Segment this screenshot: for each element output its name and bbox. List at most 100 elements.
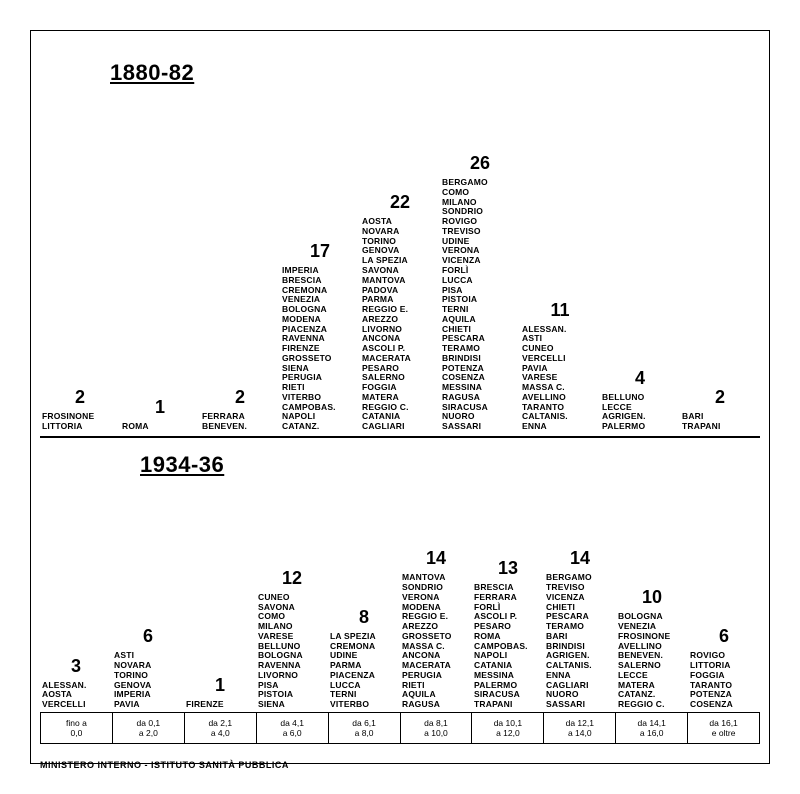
column-count: 1	[215, 675, 225, 696]
scale-cell: da 14,1a 16,0	[616, 713, 688, 743]
column-count: 12	[282, 568, 302, 589]
scale-line: da 4,1	[280, 718, 304, 728]
item-label: SASSARI	[546, 700, 592, 710]
column-items: FERRARABENEVEN.	[202, 412, 247, 432]
column: 1 FIRENZE	[184, 482, 256, 710]
scale-line: e oltre	[712, 728, 736, 738]
item-label: SASSARI	[442, 422, 488, 432]
item-label: VITERBO	[330, 700, 376, 710]
column: 17 IMPERIABRESCIACREMONAVENEZIABOLOGNAMOD…	[280, 38, 360, 432]
column-count: 8	[359, 607, 369, 628]
column: 2 BARITRAPANI	[680, 38, 760, 432]
column-items: BELLUNOLECCEAGRIGEN.PALERMO	[602, 393, 646, 432]
chart-frame: 1880-82 2FROSINONELITTORIA1ROMA2FERRARAB…	[0, 0, 800, 794]
column-items: ALESSAN.ASTICUNEOVERCELLIPAVIAVARESEMASS…	[522, 325, 568, 432]
period-title-bottom: 1934-36	[140, 452, 224, 478]
column-count: 3	[71, 656, 81, 677]
scale-line: da 2,1	[208, 718, 232, 728]
scale-line: 0,0	[71, 728, 83, 738]
scale-cell: da 16,1e oltre	[688, 713, 759, 743]
item-label: COSENZA	[690, 700, 733, 710]
column-count: 11	[550, 300, 569, 321]
scale-row: fino a0,0da 0,1a 2,0da 2,1a 4,0da 4,1a 6…	[40, 712, 760, 744]
scale-cell: da 6,1a 8,0	[329, 713, 401, 743]
item-label: PALERMO	[602, 422, 646, 432]
column: 14 MANTOVASONDRIOVERONAMODENAREGGIO E.ARE…	[400, 482, 472, 710]
scale-line: a 4,0	[211, 728, 230, 738]
column-items: ALESSAN.AOSTAVERCELLI	[42, 681, 87, 710]
column-count: 17	[310, 241, 330, 262]
column: 6ROVIGOLITTORIAFOGGIATARANTOPOTENZACOSEN…	[688, 482, 760, 710]
column-count: 13	[498, 558, 518, 579]
scale-line: a 2,0	[139, 728, 158, 738]
column: 13 BRESCIAFERRARAFORLÌASCOLI P.PESAROROMA…	[472, 482, 544, 710]
scale-cell: da 8,1a 10,0	[401, 713, 473, 743]
column-count: 1	[155, 397, 165, 418]
scale-line: da 16,1	[709, 718, 737, 728]
column-items: BOLOGNAVENEZIAFROSINONEAVELLINOBENEVEN.S…	[618, 612, 670, 710]
item-label: REGGIO C.	[618, 700, 670, 710]
item-label: TRAPANI	[682, 422, 721, 432]
item-label: FIRENZE	[186, 700, 224, 710]
scale-line: a 16,0	[640, 728, 664, 738]
column-count: 22	[390, 192, 410, 213]
column-items: IMPERIABRESCIACREMONAVENEZIABOLOGNAMODEN…	[282, 266, 336, 432]
scale-line: da 12,1	[566, 718, 594, 728]
column-count: 2	[235, 387, 245, 408]
column-count: 2	[715, 387, 725, 408]
item-label: ROMA	[122, 422, 149, 432]
item-label: CAGLIARI	[362, 422, 411, 432]
column-items: FIRENZE	[186, 700, 224, 710]
column-count: 2	[75, 387, 85, 408]
column-items: BRESCIAFERRARAFORLÌASCOLI P.PESAROROMACA…	[474, 583, 528, 710]
bottom-chart-area: 3 ALESSAN.AOSTAVERCELLI 6ASTINOVARATORINOG…	[40, 482, 760, 710]
column: 2 FROSINONELITTORIA	[40, 38, 120, 432]
column: 6ASTINOVARATORINOGENOVAIMPERIAPAVIA	[112, 482, 184, 710]
column-items: CUNEOSAVONACOMOMILANOVARESEBELLUNOBOLOGN…	[258, 593, 303, 710]
scale-cell: da 0,1a 2,0	[113, 713, 185, 743]
horizontal-divider	[40, 436, 760, 438]
column-items: FROSINONELITTORIA	[42, 412, 94, 432]
column-items: BERGAMOTREVISOVICENZACHIETIPESCARATERAMO…	[546, 573, 592, 710]
column: 8 LA SPEZIACREMONAUDINEPARMAPIACENZALUCCA…	[328, 482, 400, 710]
scale-cell: da 10,1a 12,0	[472, 713, 544, 743]
column-items: LA SPEZIACREMONAUDINEPARMAPIACENZALUCCAT…	[330, 632, 376, 710]
column: 2 FERRARABENEVEN.	[200, 38, 280, 432]
item-label: VERCELLI	[42, 700, 87, 710]
item-label: TRAPANI	[474, 700, 528, 710]
column-count: 10	[642, 587, 662, 608]
item-label: PAVIA	[114, 700, 151, 710]
column-items: ROVIGOLITTORIAFOGGIATARANTOPOTENZACOSENZ…	[690, 651, 733, 710]
scale-line: a 14,0	[568, 728, 592, 738]
column-items: BARITRAPANI	[682, 412, 721, 432]
column-count: 14	[426, 548, 446, 569]
item-label: BENEVEN.	[202, 422, 247, 432]
column: 22 AOSTANOVARATORINOGENOVALA SPEZIASAVONA…	[360, 38, 440, 432]
column-count: 6	[143, 626, 153, 647]
column-items: BERGAMOCOMOMILANOSONDRIOROVIGOTREVISOUDI…	[442, 178, 488, 432]
scale-cell: da 4,1a 6,0	[257, 713, 329, 743]
item-label: ENNA	[522, 422, 568, 432]
scale-cell: da 2,1a 4,0	[185, 713, 257, 743]
scale-cell: da 12,1a 14,0	[544, 713, 616, 743]
item-label: CATANZ.	[282, 422, 336, 432]
scale-line: a 6,0	[283, 728, 302, 738]
column: 10 BOLOGNAVENEZIAFROSINONEAVELLINOBENEVEN…	[616, 482, 688, 710]
column: 12 CUNEOSAVONACOMOMILANOVARESEBELLUNOBOLO…	[256, 482, 328, 710]
scale-line: a 12,0	[496, 728, 520, 738]
scale-cell: fino a0,0	[41, 713, 113, 743]
item-label: RAGUSA	[402, 700, 452, 710]
scale-line: da 6,1	[352, 718, 376, 728]
scale-line: da 8,1	[424, 718, 448, 728]
scale-line: a 10,0	[424, 728, 448, 738]
column-items: AOSTANOVARATORINOGENOVALA SPEZIASAVONAMA…	[362, 217, 411, 432]
scale-line: da 14,1	[638, 718, 666, 728]
scale-line: a 8,0	[355, 728, 374, 738]
footer-text: MINISTERO INTERNO - ISTITUTO SANITÀ PUBB…	[40, 760, 289, 770]
column: 3 ALESSAN.AOSTAVERCELLI	[40, 482, 112, 710]
scale-line: da 0,1	[137, 718, 161, 728]
item-label: LITTORIA	[42, 422, 94, 432]
scale-line: fino a	[66, 718, 87, 728]
column-items: ROMA	[122, 422, 149, 432]
column-items: MANTOVASONDRIOVERONAMODENAREGGIO E.AREZZ…	[402, 573, 452, 710]
